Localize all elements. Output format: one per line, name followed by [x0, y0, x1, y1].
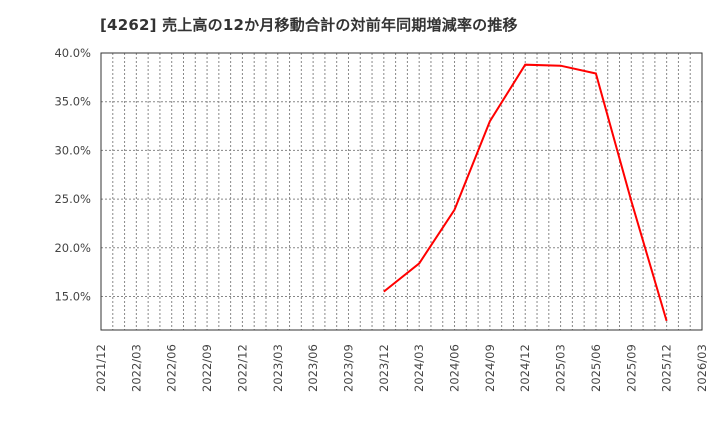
x-axis-labels: 2021/12 2022/03 2022/06 2022/09 2022/12 2023/… — [94, 344, 709, 392]
x-tick-label: 2024/06 — [448, 344, 462, 392]
y-tick-label: 40.0% — [54, 46, 91, 60]
x-tick-label: 2023/12 — [377, 344, 391, 392]
series-line — [383, 63, 668, 322]
x-tick-label: 2023/09 — [341, 344, 355, 392]
x-tick-label: 2023/03 — [271, 344, 285, 392]
x-tick-label: 2023/06 — [306, 344, 320, 392]
x-tick-label: 2022/06 — [165, 344, 179, 392]
gridlines — [101, 53, 702, 330]
x-tick-label: 2025/09 — [624, 344, 638, 392]
y-tick-label: 20.0% — [54, 241, 91, 255]
x-tick-label: 2024/12 — [518, 344, 532, 392]
x-tick-label: 2022/12 — [235, 344, 249, 392]
x-tick-label: 2021/12 — [94, 344, 108, 392]
chart-title: [4262] 売上高の12か月移動合計の対前年同期増減率の推移 — [100, 16, 518, 34]
plot-frame — [100, 52, 703, 331]
data-series — [383, 63, 668, 322]
y-tick-label: 15.0% — [54, 290, 91, 304]
x-tick-label: 2025/12 — [660, 344, 674, 392]
x-tick-label: 2022/09 — [200, 344, 214, 392]
y-tick-label: 35.0% — [54, 95, 91, 109]
x-tick-label: 2026/03 — [695, 344, 709, 392]
x-tick-label: 2024/03 — [412, 344, 426, 392]
y-tick-label: 30.0% — [54, 143, 91, 157]
x-tick-label: 2025/06 — [589, 344, 603, 392]
x-tick-label: 2024/09 — [483, 344, 497, 392]
x-tick-label: 2022/03 — [129, 344, 143, 392]
y-tick-label: 25.0% — [54, 192, 91, 206]
y-axis-labels: 15.0% 20.0% 25.0% 30.0% 35.0% 40.0% — [54, 46, 91, 304]
x-tick-label: 2025/03 — [554, 344, 568, 392]
